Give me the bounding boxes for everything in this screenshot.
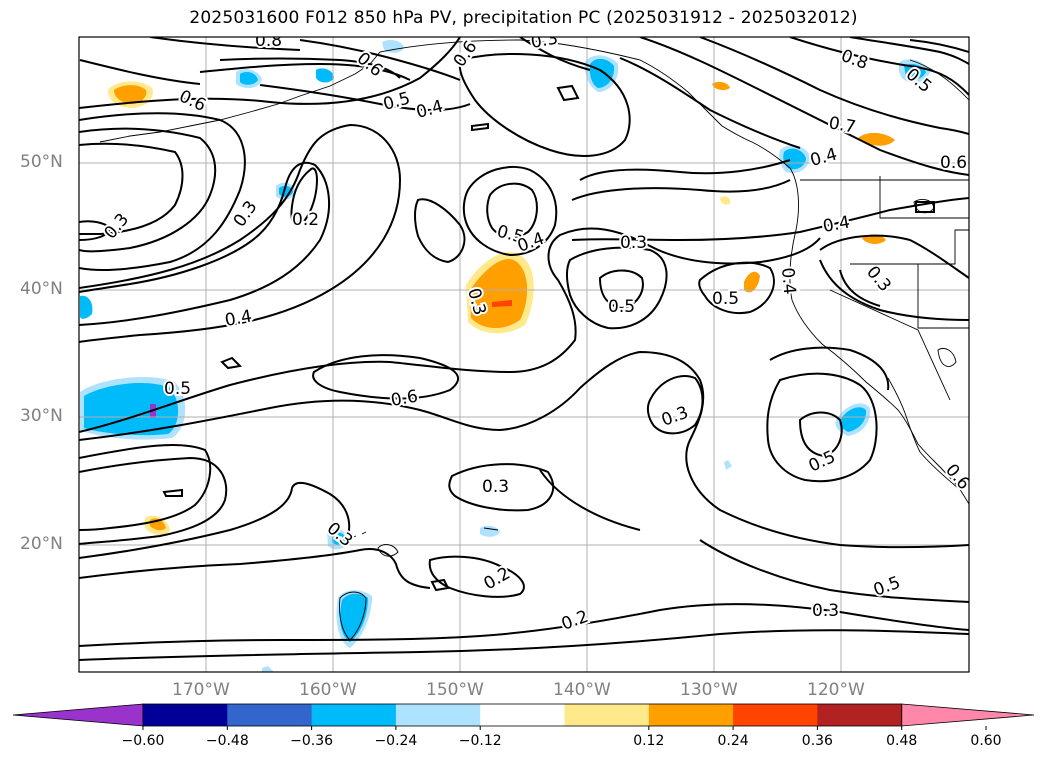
lon-label-160w: 160°W bbox=[299, 680, 357, 700]
colorbar-swatch bbox=[733, 704, 818, 726]
contour-label: 0.4 bbox=[808, 145, 839, 171]
contour-labels: 0.8 0.6 0.6 0.3 0.8 0.5 0.6 0.5 0.4 0.7 0.4 0.6 0.3 0… bbox=[99, 29, 969, 637]
lat-label-50n: 50°N bbox=[20, 152, 63, 172]
contour-label: 0.3 bbox=[101, 210, 134, 244]
coastlines bbox=[99, 39, 969, 641]
map-frame bbox=[78, 36, 970, 673]
colorbar-swatch bbox=[143, 704, 228, 726]
colorbar-tick-label: 0.36 bbox=[801, 733, 833, 749]
colorbar-swatch bbox=[564, 704, 650, 726]
contour-label: 0.8 bbox=[255, 31, 282, 51]
contour-label: 0.2 bbox=[481, 563, 514, 594]
colorbar-tick-label: 0.60 bbox=[970, 733, 1002, 749]
contour-label: 0.3 bbox=[529, 29, 559, 53]
colorbar-outline bbox=[142, 703, 903, 727]
contour-label: 0.2 bbox=[559, 607, 591, 635]
pv-contours bbox=[79, 37, 969, 661]
map-title: 2025031600 F012 850 hPa PV, precipitatio… bbox=[189, 8, 858, 28]
contour-label: 0.3 bbox=[323, 519, 357, 552]
lon-label-170w: 170°W bbox=[172, 680, 230, 700]
contour-label: 0.4 bbox=[223, 307, 253, 331]
contour-label: 0.3 bbox=[862, 262, 895, 296]
colorbar-tick-label: −0.48 bbox=[205, 733, 249, 749]
map-plot-area: 0.8 0.6 0.6 0.3 0.8 0.5 0.6 0.5 0.4 0.7 0.4 0.6 0.3 0… bbox=[79, 29, 969, 672]
colorbar-tick-label: −0.12 bbox=[458, 733, 502, 749]
contour-label: 0.5 bbox=[608, 297, 635, 317]
colorbar-swatch bbox=[817, 704, 903, 726]
contour-label: 0.6 bbox=[176, 86, 209, 116]
colorbar-swatch bbox=[227, 704, 313, 726]
colorbar-tick-label: −0.60 bbox=[121, 733, 165, 749]
contour-label: 0.7 bbox=[827, 113, 857, 137]
colorbar-tick-label: 0.24 bbox=[717, 733, 749, 749]
colorbar-tick-label: −0.36 bbox=[290, 733, 334, 749]
contour-label: 0.6 bbox=[389, 387, 419, 411]
contour-label: 0.6 bbox=[940, 153, 967, 173]
lat-label-40n: 40°N bbox=[20, 279, 63, 299]
lon-label-120w: 120°W bbox=[807, 680, 865, 700]
colorbar-tick-label: 0.48 bbox=[886, 733, 918, 749]
contour-label: 0.4 bbox=[414, 97, 445, 123]
contour-label: 0.6 bbox=[353, 49, 387, 82]
colorbar-swatch bbox=[395, 704, 481, 726]
contour-label: 0.3 bbox=[482, 477, 509, 497]
colorbar-extend-low bbox=[12, 703, 144, 727]
contour-label: 0.3 bbox=[812, 601, 839, 621]
colorbar-extend-high bbox=[901, 703, 1035, 727]
lat-label-30n: 30°N bbox=[20, 406, 63, 426]
lat-label-20n: 20°N bbox=[20, 534, 63, 554]
colorbar-swatch bbox=[648, 704, 734, 726]
lon-label-140w: 140°W bbox=[553, 680, 611, 700]
colorbar-swatch bbox=[480, 704, 565, 726]
lon-label-130w: 130°W bbox=[680, 680, 738, 700]
contour-label: 0.5 bbox=[871, 573, 903, 601]
colorbar bbox=[12, 703, 1035, 730]
contour-label: 0.2 bbox=[292, 210, 319, 230]
contour-label: 0.4 bbox=[821, 213, 851, 237]
contour-label: 0.3 bbox=[620, 233, 647, 253]
colorbar-tick-label: 0.12 bbox=[633, 733, 665, 749]
colorbar-tick-label: −0.24 bbox=[374, 733, 418, 749]
contour-label: 0.4 bbox=[777, 267, 799, 296]
contour-label: 0.3 bbox=[659, 403, 691, 431]
lon-label-150w: 150°W bbox=[426, 680, 484, 700]
contour-label: 0.5 bbox=[164, 379, 191, 399]
contour-label: 0.8 bbox=[838, 46, 870, 74]
contour-label: 0.5 bbox=[712, 289, 739, 309]
colorbar-swatch bbox=[311, 704, 397, 726]
